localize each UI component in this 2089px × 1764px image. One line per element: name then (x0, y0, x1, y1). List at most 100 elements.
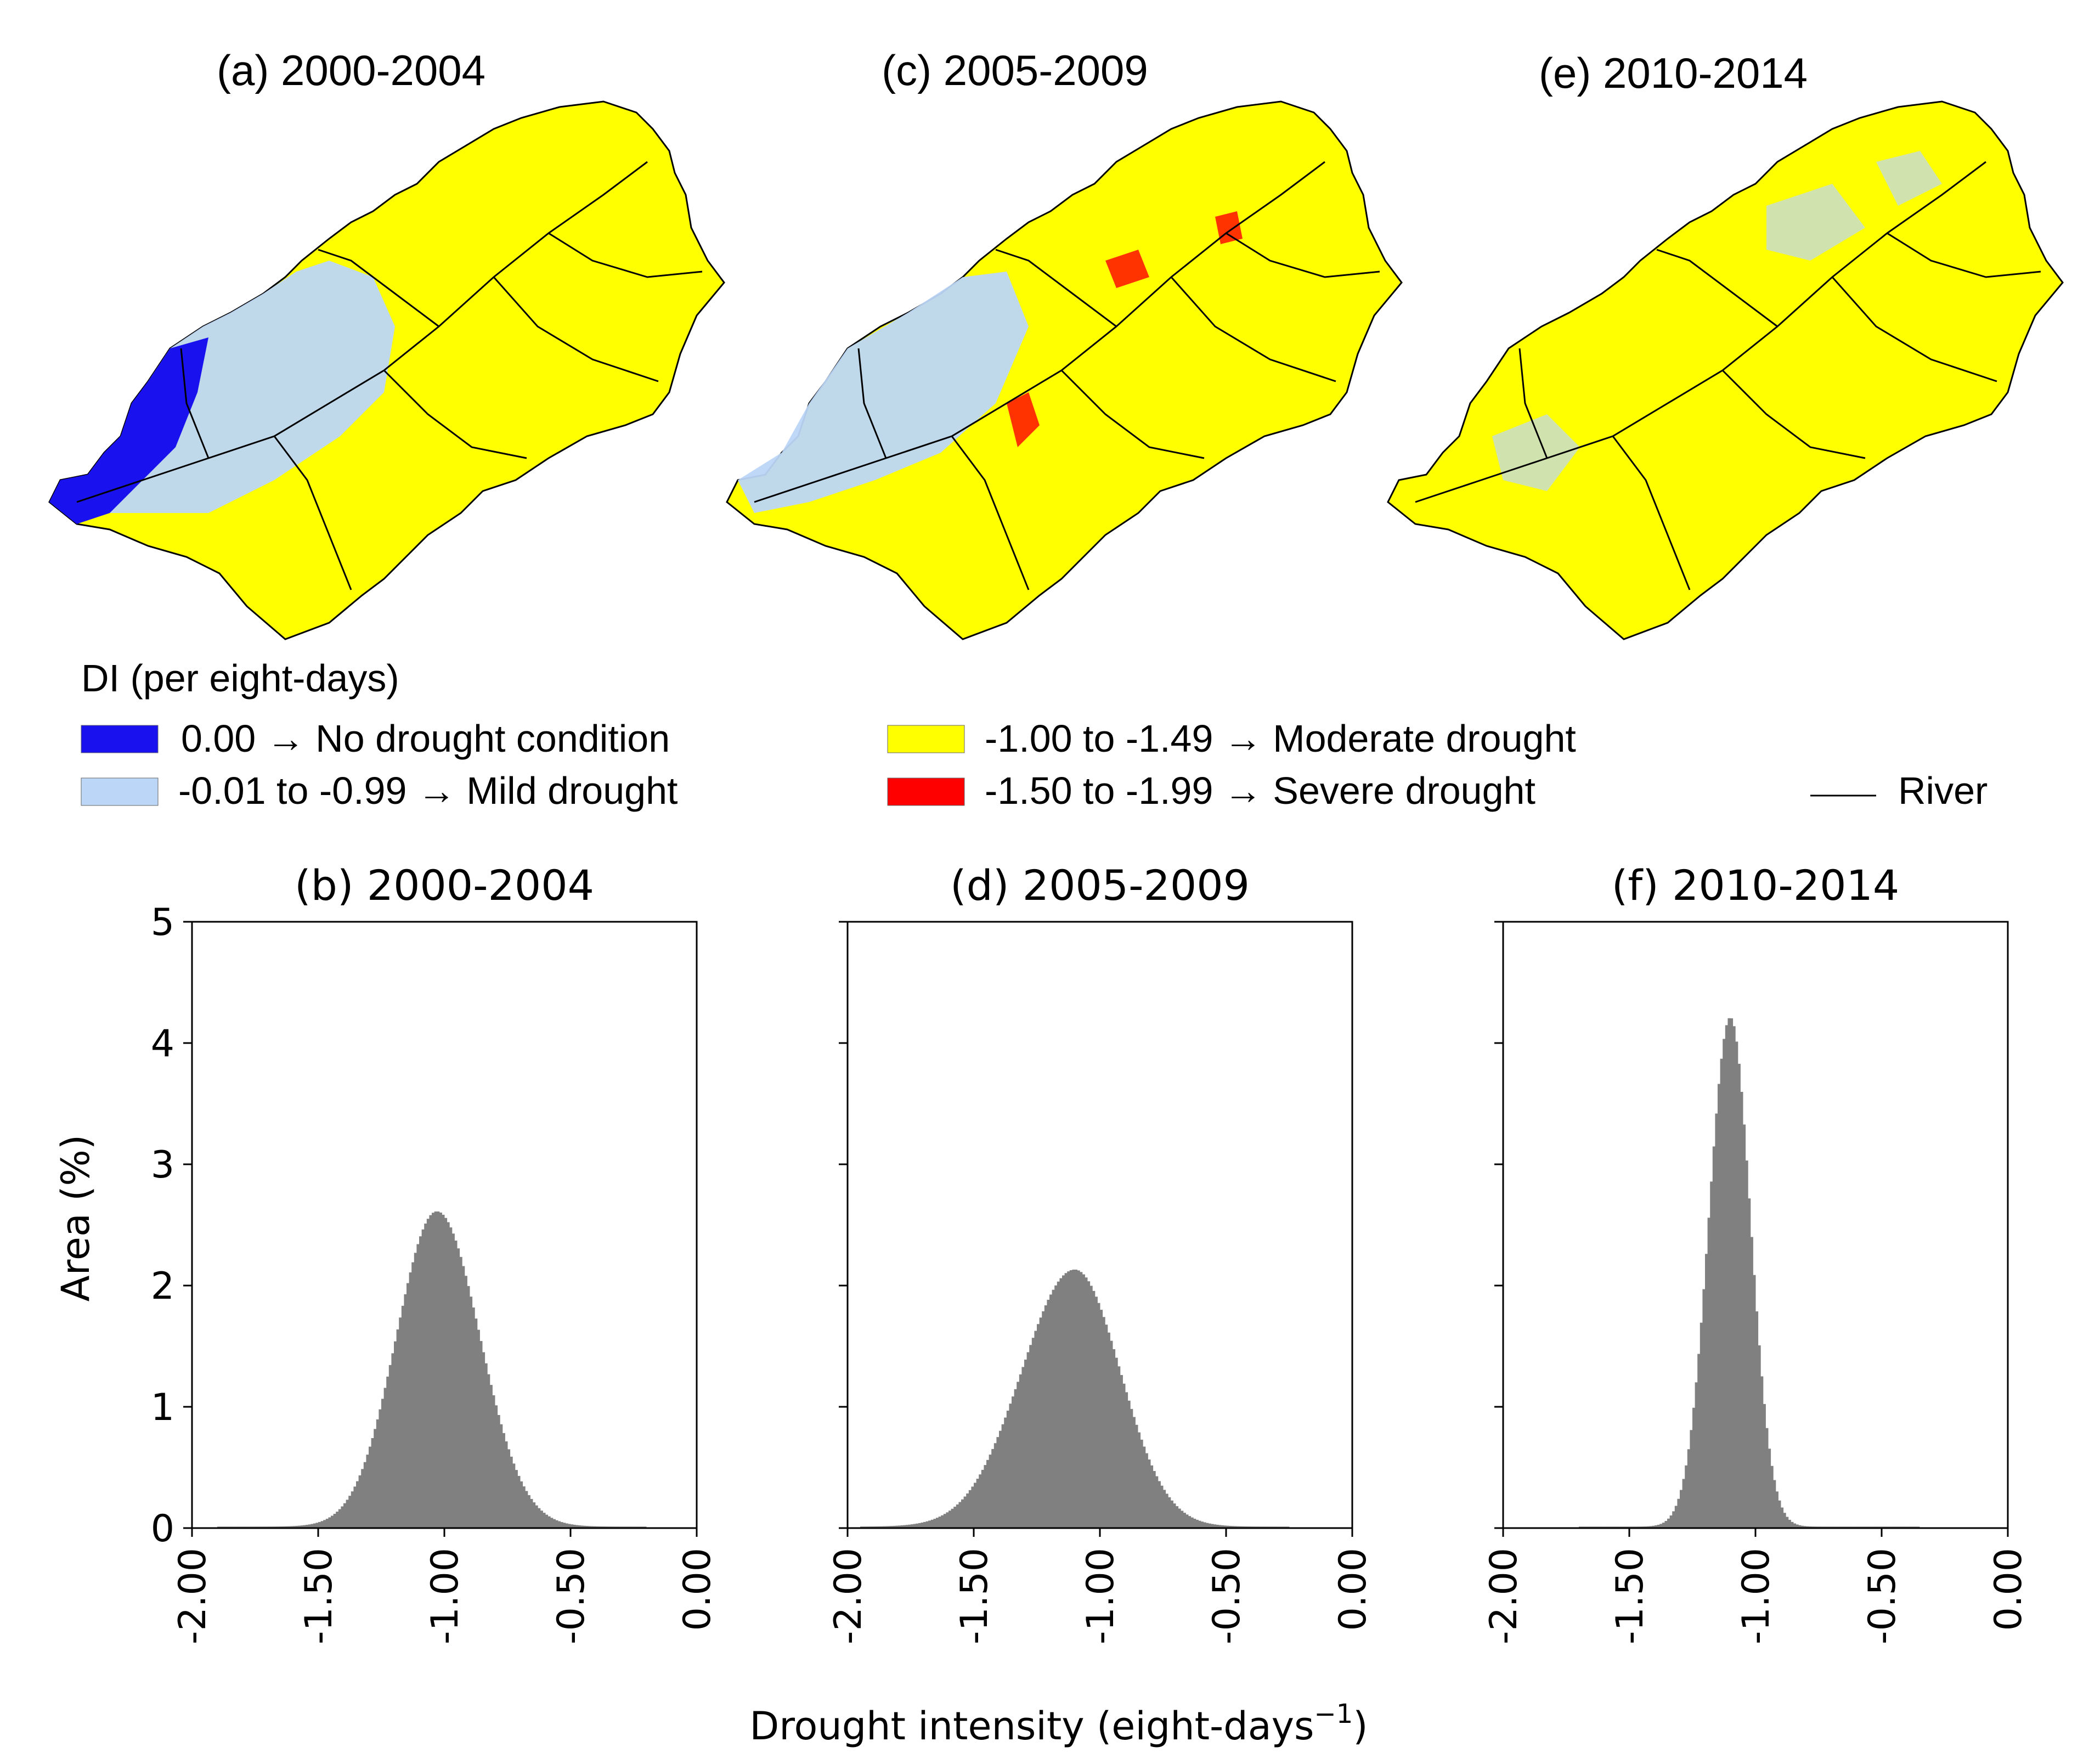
histogram-bar (298, 1525, 301, 1528)
histogram-bar (383, 1388, 387, 1528)
histogram-title: (d) 2005-2009 (950, 861, 1250, 910)
histogram-bar (1072, 1269, 1075, 1528)
legend-swatch-mild (81, 777, 159, 806)
histogram-bar (1803, 1526, 1806, 1528)
histogram-bar (1183, 1513, 1186, 1528)
histogram-bar (540, 1511, 543, 1528)
basin-map-c (726, 100, 1403, 640)
histogram-bar (411, 1262, 415, 1528)
histogram-bar (369, 1446, 372, 1528)
histogram-bar (1657, 1524, 1660, 1528)
histogram-bar (1163, 1490, 1166, 1528)
histogram-bar (482, 1352, 485, 1528)
histogram-bar (308, 1524, 311, 1528)
histogram-bar (303, 1525, 306, 1528)
histogram-bar (883, 1526, 886, 1528)
histogram-bar (1239, 1526, 1242, 1528)
histogram-bar (374, 1429, 377, 1528)
histogram-bar (1765, 1428, 1769, 1528)
histogram-bar (971, 1486, 974, 1528)
histogram-bar (1085, 1277, 1088, 1528)
histogram-bar (338, 1509, 341, 1528)
histogram-bar (1001, 1424, 1004, 1528)
histogram-bar (426, 1219, 430, 1528)
histogram-bar (1094, 1297, 1098, 1528)
histogram-bar (1720, 1058, 1723, 1528)
histogram-bar (1037, 1324, 1040, 1528)
histogram-bar (1700, 1322, 1703, 1528)
histogram-bar (1710, 1181, 1713, 1528)
histogram-bar (361, 1469, 364, 1528)
histogram-bar (593, 1526, 596, 1528)
histogram-bar (406, 1283, 410, 1528)
x-axis-label-main: Drought intensity (eight-days (749, 1704, 1314, 1749)
histogram-bar (1735, 1041, 1738, 1528)
histogram-bar (1092, 1290, 1096, 1528)
histogram-bar (1132, 1417, 1136, 1528)
no-drought-zone-a (49, 337, 208, 524)
histogram-bar (1115, 1357, 1118, 1528)
histogram-bar (1069, 1270, 1072, 1528)
histogram-bar (386, 1376, 389, 1528)
histogram-bar (500, 1424, 503, 1528)
y-tick-label: 2 (151, 1265, 174, 1308)
histogram-bar (1664, 1521, 1668, 1528)
histogram-bar (1155, 1476, 1159, 1528)
histogram-bar (598, 1526, 601, 1528)
histogram-bar (517, 1475, 521, 1528)
histogram-bar (1044, 1305, 1047, 1528)
histogram-bar (1685, 1465, 1688, 1528)
histogram-bar (1009, 1404, 1012, 1528)
histogram-bar (1188, 1516, 1192, 1528)
histogram-bar (348, 1496, 352, 1528)
histogram-bar (1195, 1519, 1199, 1528)
histogram-bar (484, 1363, 488, 1528)
histogram-bar (283, 1526, 286, 1528)
histogram-bar (1682, 1479, 1685, 1528)
histogram-bar (527, 1495, 530, 1528)
histogram-bar (1201, 1521, 1204, 1528)
histogram-bar (391, 1353, 394, 1528)
histogram-bar (306, 1525, 309, 1528)
histogram-bar (890, 1526, 894, 1528)
histogram-bar (454, 1241, 458, 1528)
histogram-bar (1075, 1270, 1078, 1528)
rivers-e (1415, 161, 2041, 590)
histogram-bar (1145, 1453, 1148, 1528)
histogram-bar (451, 1233, 455, 1528)
histogram-bar (419, 1236, 422, 1528)
histogram-bar (943, 1514, 946, 1528)
histogram-bar (1748, 1198, 1751, 1528)
histogram-bar (1052, 1289, 1055, 1528)
histogram-bar (310, 1524, 314, 1528)
histogram-bar (325, 1519, 329, 1528)
histogram-bar (381, 1399, 385, 1528)
histogram-bar (552, 1519, 556, 1528)
histogram-bar (1173, 1503, 1176, 1528)
histogram-bar (290, 1526, 293, 1528)
histogram-bar (1649, 1526, 1652, 1528)
histogram-bar (1153, 1471, 1156, 1528)
histogram-bar (376, 1419, 379, 1528)
histogram-bar (565, 1523, 568, 1528)
histogram-bar (989, 1455, 992, 1528)
x-tick-label: -0.50 (1861, 1548, 1904, 1644)
histogram-bar (328, 1517, 331, 1528)
histogram-bar (895, 1525, 899, 1528)
histogram-bar (930, 1519, 934, 1528)
histogram-bar (928, 1520, 931, 1528)
histogram-bar (401, 1305, 404, 1528)
mild-zone-a (110, 261, 395, 513)
x-tick-label: -2.00 (171, 1548, 214, 1644)
histogram-bar (948, 1511, 952, 1528)
histogram-bar (475, 1318, 478, 1528)
histogram-bar (1647, 1526, 1650, 1528)
histogram-bar (1692, 1407, 1696, 1528)
histogram-bar (903, 1525, 906, 1528)
x-tick-label: -2.00 (827, 1548, 870, 1644)
histogram-bar (923, 1521, 927, 1528)
x-axis-label-sup: −1 (1314, 1699, 1353, 1729)
histogram-bar (447, 1222, 450, 1528)
histogram-bar (1117, 1366, 1121, 1528)
